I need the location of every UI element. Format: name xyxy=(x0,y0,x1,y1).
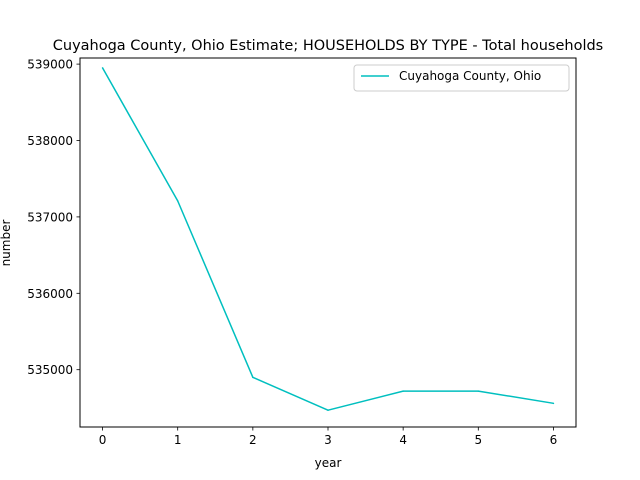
data-point xyxy=(402,390,404,392)
data-point xyxy=(327,409,329,411)
x-tick-label: 2 xyxy=(249,433,257,447)
chart-title: Cuyahoga County, Ohio Estimate; HOUSEHOL… xyxy=(53,38,603,54)
series-layer xyxy=(101,67,555,411)
x-axis-ticks: 0 1 2 3 4 5 6 xyxy=(99,427,558,447)
y-tick-label: 537000 xyxy=(27,210,73,224)
legend-label: Cuyahoga County, Ohio xyxy=(399,69,541,83)
y-tick-label: 538000 xyxy=(27,134,73,148)
x-tick-label: 3 xyxy=(324,433,332,447)
plot-area xyxy=(80,58,576,427)
x-tick-label: 1 xyxy=(174,433,182,447)
y-axis-label: number xyxy=(0,220,13,267)
y-tick-label: 535000 xyxy=(27,363,73,377)
data-point xyxy=(552,402,555,405)
data-point xyxy=(252,376,254,379)
x-tick-label: 0 xyxy=(99,433,107,447)
y-axis-ticks: 535000 536000 537000 538000 539000 xyxy=(27,58,80,377)
x-tick-label: 4 xyxy=(399,433,407,447)
legend: Cuyahoga County, Ohio xyxy=(353,64,570,92)
y-tick-label: 536000 xyxy=(27,287,73,301)
x-tick-label: 6 xyxy=(550,433,558,447)
plot-frame xyxy=(79,57,577,428)
legend-box xyxy=(353,64,570,92)
y-tick-label: 539000 xyxy=(27,58,73,72)
x-axis-label: year xyxy=(315,456,342,470)
data-point xyxy=(477,390,480,392)
x-tick-label: 5 xyxy=(474,433,482,447)
data-point xyxy=(176,200,179,202)
data-point xyxy=(101,67,104,69)
